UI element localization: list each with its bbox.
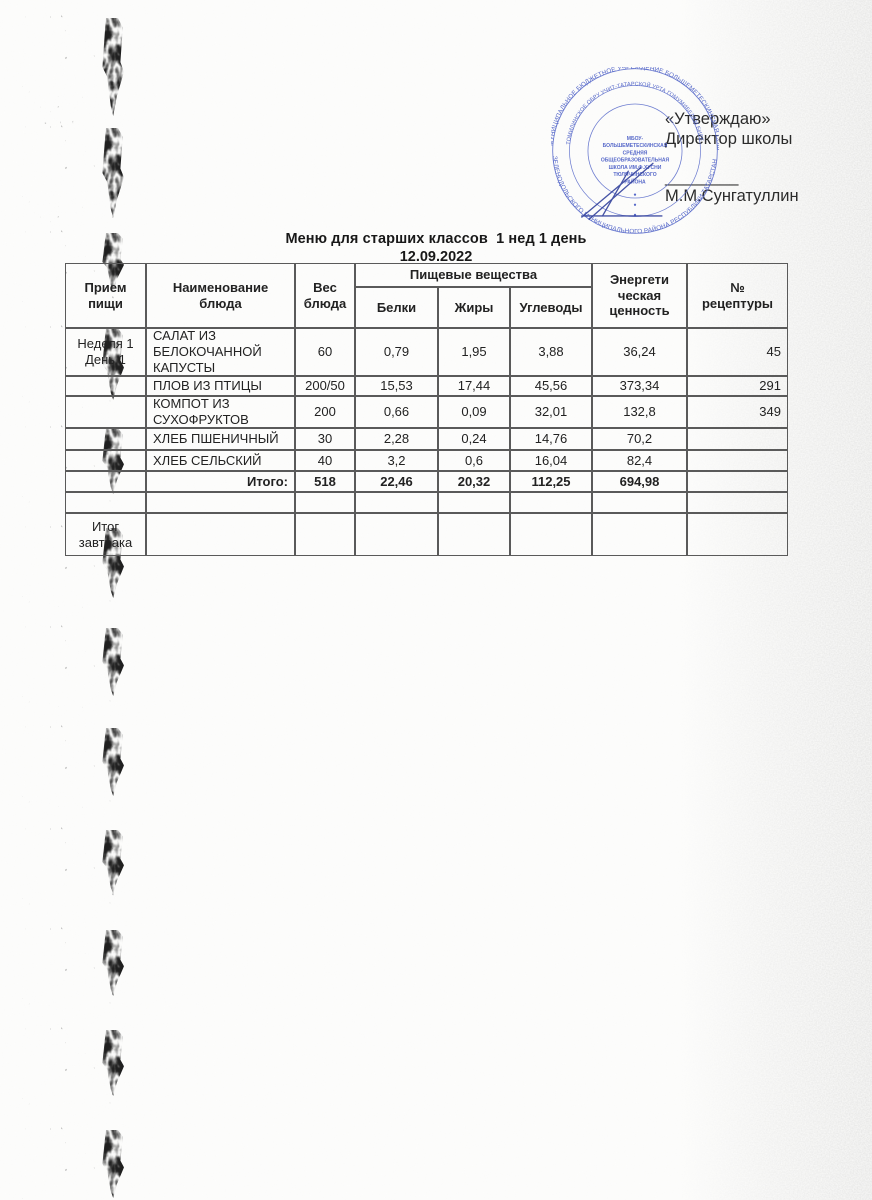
svg-text:МБОУ-: МБОУ-: [627, 136, 644, 142]
svg-text:ОБЩЕОБРАЗОВАТЕЛЬНАЯ: ОБЩЕОБРАЗОВАТЕЛЬНАЯ: [601, 158, 670, 164]
svg-text:СРЕДНЯЯ: СРЕДНЯЯ: [623, 150, 648, 156]
svg-text:БОЛЬШЕМЕТЕСКИНСКАЯ: БОЛЬШЕМЕТЕСКИНСКАЯ: [603, 143, 668, 149]
svg-text:ШКОЛА ИМ.Ф.ХУСНИ: ШКОЛА ИМ.Ф.ХУСНИ: [609, 165, 662, 171]
